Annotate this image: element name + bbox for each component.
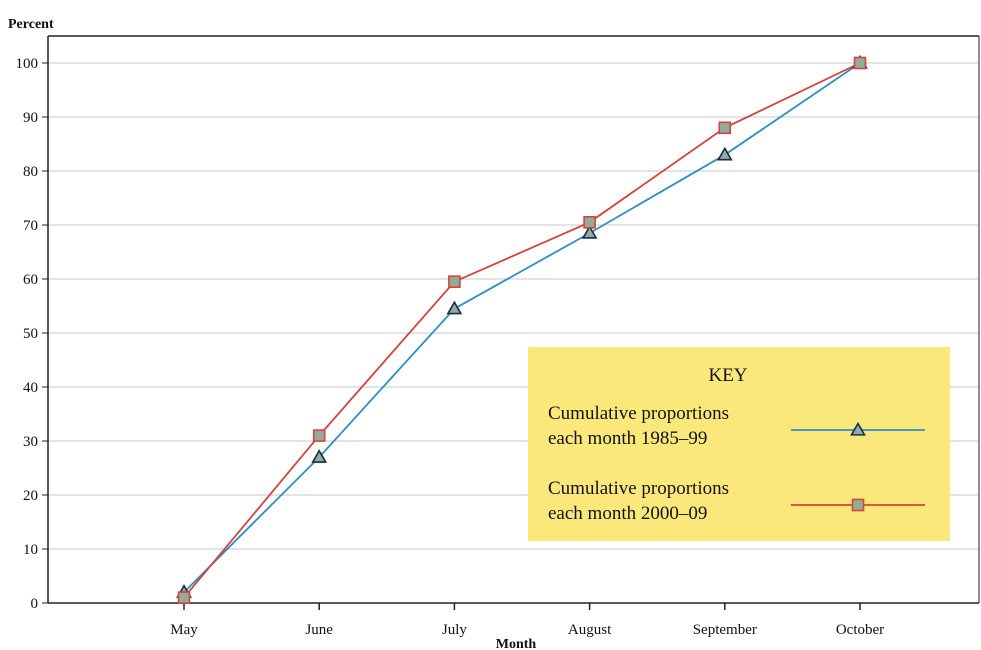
gridlines [48, 62, 979, 550]
y-tick-label: 70 [23, 218, 38, 234]
x-tick-label: October [836, 622, 884, 638]
x-tick-label: August [568, 622, 612, 638]
legend-marker [851, 498, 865, 512]
legend-label: Cumulative proportions [548, 403, 729, 424]
y-tick-label: 60 [23, 272, 38, 288]
x-tick-label: June [305, 622, 333, 638]
legend: KEY Cumulative proportions each month 1985… [528, 347, 950, 541]
legend-label: each month 1985–99 [548, 428, 707, 449]
square-point [448, 275, 461, 289]
legend-marker [850, 421, 866, 436]
y-tick-label: 0 [31, 596, 39, 612]
triangle-point [446, 300, 463, 315]
y-axis-title: Percent [8, 17, 54, 32]
square-point [177, 591, 191, 604]
y-tick-label: 90 [23, 110, 38, 126]
x-tick-label: July [442, 622, 468, 638]
legend-title: KEY [708, 365, 747, 386]
triangle-point [311, 449, 328, 463]
y-tick-label: 100 [16, 56, 39, 72]
triangle-point [716, 146, 733, 161]
square-point [718, 121, 732, 135]
y-tick-label: 20 [23, 488, 38, 504]
x-tick-label: May [170, 622, 198, 638]
legend-box [528, 347, 950, 541]
series-lines [176, 54, 868, 604]
triangle-point [581, 224, 598, 239]
square-point [853, 56, 867, 70]
y-tick-label: 10 [23, 542, 38, 558]
legend-label: Cumulative proportions [548, 478, 729, 499]
square-point [583, 216, 596, 229]
y-tick-label: 80 [23, 164, 38, 180]
legend-label: each month 2000–09 [548, 503, 707, 524]
y-tick-label: 40 [23, 380, 38, 396]
series-line-1 [183, 62, 861, 593]
axes [42, 35, 980, 610]
tick-labels: 0 10 20 30 40 50 60 70 80 90 100 May June July August S… [16, 56, 885, 638]
x-tick-label: September [693, 622, 757, 638]
square-point [312, 429, 326, 442]
x-axis-title: Month [496, 637, 537, 650]
y-tick-label: 30 [23, 434, 38, 450]
series-line-2 [183, 62, 861, 599]
y-tick-label: 50 [23, 326, 38, 342]
